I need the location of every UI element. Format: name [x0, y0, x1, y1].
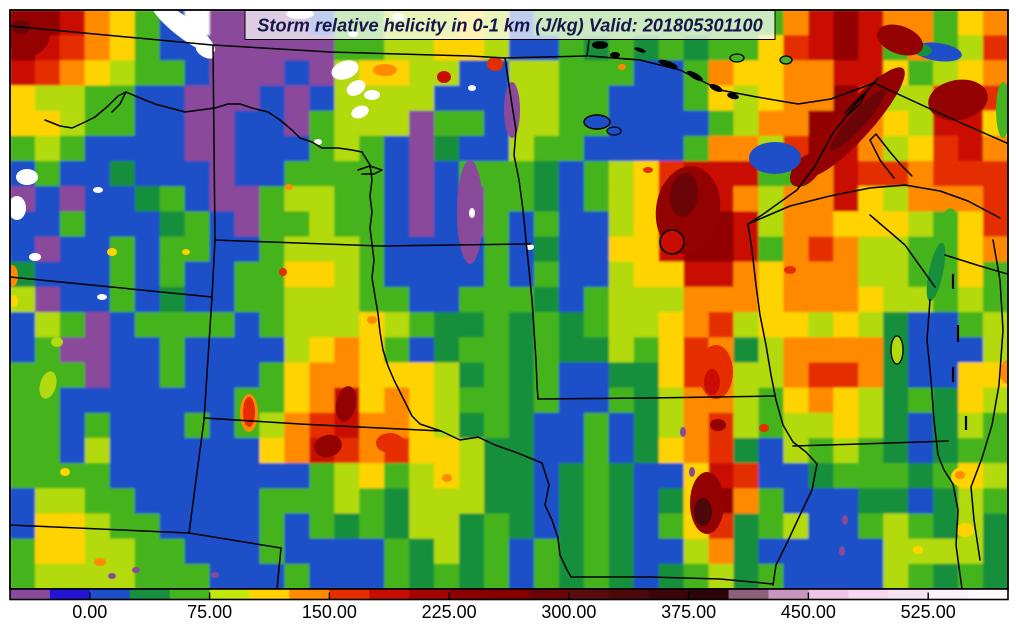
svg-text:Storm relative helicity in 0-1: Storm relative helicity in 0-1 km (J/kg)…	[257, 16, 762, 36]
svg-text:225.00: 225.00	[422, 602, 477, 622]
svg-text:75.00: 75.00	[187, 602, 232, 622]
svg-text:525.00: 525.00	[901, 602, 956, 622]
svg-text:150.00: 150.00	[302, 602, 357, 622]
svg-text:0.00: 0.00	[72, 602, 107, 622]
svg-text:300.00: 300.00	[541, 602, 596, 622]
svg-text:375.00: 375.00	[661, 602, 716, 622]
svg-text:450.00: 450.00	[781, 602, 836, 622]
